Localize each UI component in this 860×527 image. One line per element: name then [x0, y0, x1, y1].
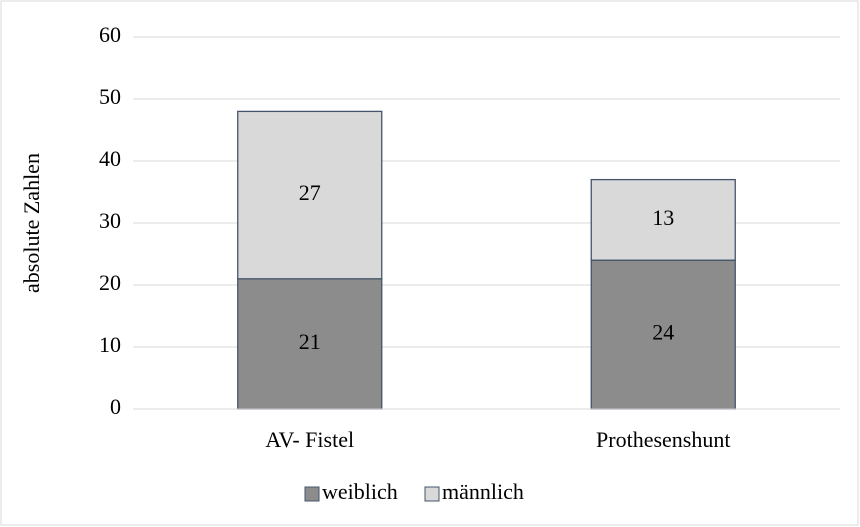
x-tick-label: Prothesenshunt	[596, 427, 730, 452]
y-tick-label: 0	[110, 394, 121, 419]
y-tick-label: 50	[99, 84, 121, 109]
data-label: 24	[652, 320, 674, 345]
legend-label: weiblich	[322, 479, 398, 504]
bar-segment	[590, 178, 736, 261]
y-tick-label: 60	[99, 22, 121, 47]
bar-segment	[237, 278, 383, 410]
bar-segment	[237, 110, 383, 280]
y-axis-label: absolute Zahlen	[19, 153, 44, 293]
x-tick-label: AV- Fistel	[265, 427, 354, 452]
y-tick-label: 40	[99, 146, 121, 171]
y-tick-label: 10	[99, 332, 121, 357]
y-tick-label: 30	[99, 208, 121, 233]
data-label: 13	[652, 205, 674, 230]
data-label: 21	[299, 329, 321, 354]
legend-label: männlich	[442, 479, 524, 504]
legend-swatch	[304, 486, 320, 502]
y-tick-label: 20	[99, 270, 121, 295]
data-label: 27	[299, 180, 321, 205]
bar-segment	[590, 259, 736, 410]
legend-swatch	[424, 486, 440, 502]
